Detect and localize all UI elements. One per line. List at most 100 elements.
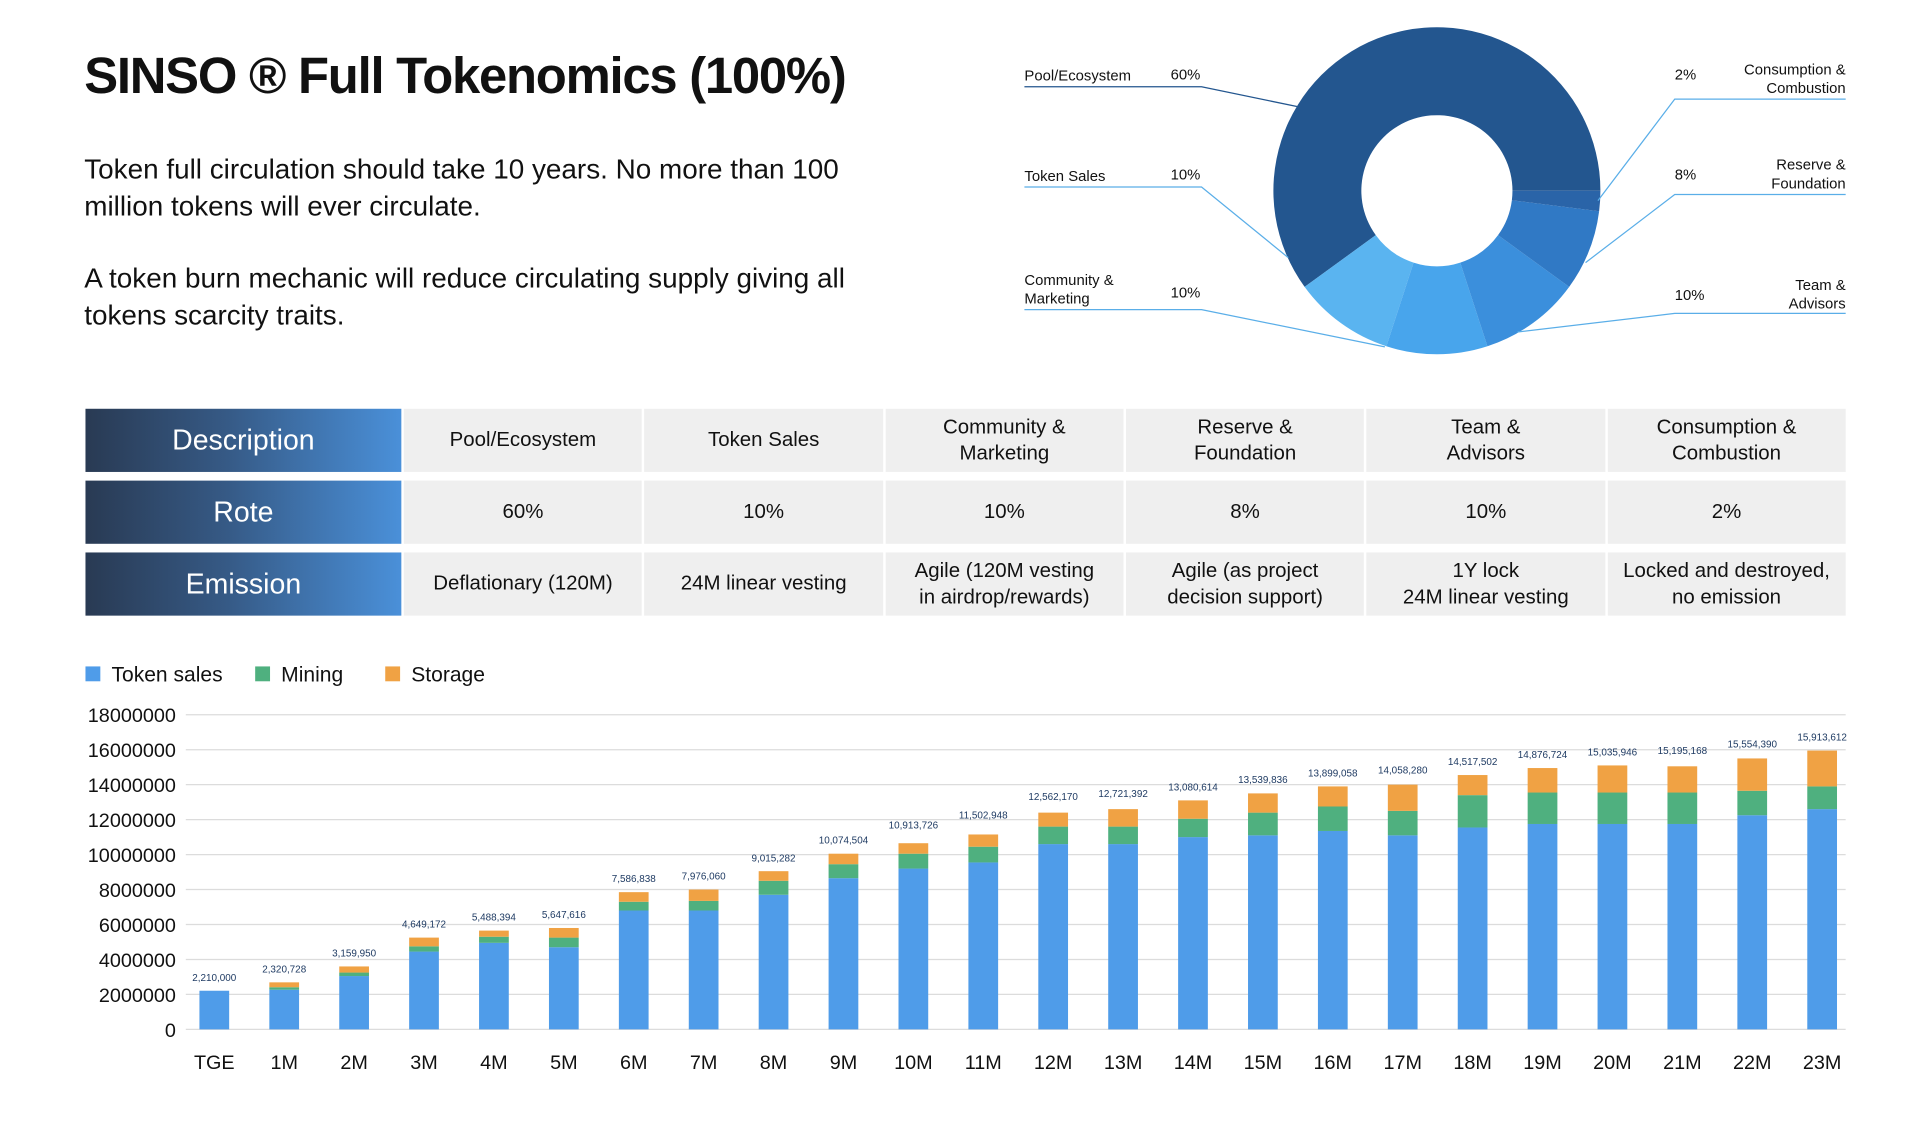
leader-line: [1517, 312, 1846, 333]
y-tick-label: 14000000: [88, 775, 176, 797]
slice-value-label: 10%: [1170, 283, 1201, 302]
leader-line: [1585, 193, 1846, 264]
total-label: 15,554,390: [1727, 740, 1777, 751]
bar-segment: [1807, 809, 1838, 1030]
total-label: 7,586,838: [612, 874, 657, 885]
bar-segment: [1317, 830, 1348, 1030]
bar-segment: [339, 966, 369, 973]
x-tick-label: 12M: [1034, 1052, 1073, 1074]
x-tick-label: 16M: [1314, 1052, 1353, 1074]
x-tick-label: 11M: [965, 1052, 1002, 1074]
donut-slice: [1304, 235, 1414, 347]
total-label: 3,159,950: [332, 949, 377, 960]
total-label: 11,502,948: [959, 810, 1008, 821]
table-row: Emission Deflationary (120M) 24M linear ve…: [85, 552, 1846, 616]
bar-segment: [1527, 768, 1558, 793]
bar-segment: [1457, 795, 1488, 828]
y-tick-label: 10000000: [88, 845, 176, 867]
bar-segment: [1667, 823, 1698, 1030]
bar-segment: [758, 894, 789, 1030]
total-label: 12,562,170: [1028, 792, 1078, 803]
total-label: 2,210,000: [192, 973, 237, 984]
row-header: Description: [85, 408, 402, 472]
leader-line: [1024, 186, 1289, 259]
table-row: Rote 60% 10% 10% 8% 10% 2%: [85, 480, 1846, 544]
total-label: 5,488,394: [472, 913, 517, 924]
bar-segment: [409, 946, 439, 952]
total-label: 14,058,280: [1378, 766, 1428, 777]
bar-segment: [1248, 835, 1278, 1030]
legend-label: Token sales: [111, 663, 222, 686]
x-tick-label: 7M: [690, 1052, 718, 1074]
total-label: 15,035,946: [1588, 748, 1638, 759]
x-tick-label: 19M: [1523, 1052, 1562, 1074]
table-cell: 24M linear vesting: [644, 552, 883, 616]
bar-segment: [688, 910, 719, 1030]
table-cell: Agile (120M vesting in airdrop/rewards): [885, 552, 1124, 616]
bar-segment: [968, 834, 999, 847]
bar-segment: [688, 889, 719, 901]
y-tick-label: 8000000: [99, 880, 176, 902]
donut-slice: [1386, 262, 1488, 355]
table-cell: 2%: [1607, 480, 1846, 544]
table-cell: 1Y lock 24M linear vesting: [1366, 552, 1605, 616]
paragraph: Token full circulation should take 10 ye…: [84, 153, 839, 222]
slice-value-label: 2%: [1674, 65, 1697, 83]
x-tick-label: 1M: [270, 1052, 298, 1074]
table-cell: Community & Marketing: [885, 408, 1124, 472]
legend-label: Mining: [281, 663, 343, 686]
bar-segment: [409, 951, 439, 1030]
bar-segment: [339, 976, 369, 1030]
slice-value-label: 10%: [1170, 165, 1201, 184]
x-tick-label: 4M: [480, 1052, 508, 1074]
total-label: 15,913,612: [1797, 733, 1847, 744]
bar-segment: [1108, 826, 1138, 845]
y-tick-label: 12000000: [88, 810, 176, 832]
bar-segment: [1248, 812, 1278, 836]
total-label: 7,976,060: [682, 872, 727, 883]
table-cell: Pool/Ecosystem: [403, 408, 643, 472]
y-tick-label: 6000000: [99, 915, 176, 937]
legend-swatch: [255, 666, 271, 682]
table-cell: 10%: [1366, 480, 1605, 544]
slice-label: Community & Marketing: [1024, 271, 1114, 308]
slice-value-label: 60%: [1170, 65, 1201, 83]
y-tick-label: 16000000: [88, 740, 176, 762]
bar-segment: [548, 927, 579, 938]
slice-value-label: 10%: [1674, 286, 1705, 304]
x-tick-label: 17M: [1383, 1052, 1422, 1074]
legend-swatch: [85, 666, 101, 682]
bar-segment: [1317, 806, 1348, 831]
leader-line: [1597, 98, 1846, 202]
bar-segment: [548, 937, 579, 948]
bar-segment: [1737, 815, 1768, 1030]
bar-segment: [898, 843, 929, 854]
table-cell: Token Sales: [644, 408, 883, 472]
y-tick-label: 2000000: [99, 985, 176, 1007]
bar-segment: [269, 982, 300, 988]
bar-segment: [1807, 786, 1838, 810]
bar-segment: [1387, 784, 1418, 811]
x-tick-label: 10M: [894, 1052, 933, 1074]
bar-segment: [199, 990, 230, 1030]
bar-segment: [618, 910, 649, 1030]
table-cell: Reserve & Foundation: [1125, 408, 1365, 472]
total-label: 13,899,058: [1308, 768, 1358, 779]
bar-segment: [1527, 792, 1558, 824]
x-tick-label: 14M: [1174, 1052, 1213, 1074]
row-header: Rote: [85, 480, 402, 544]
table-cell: Agile (as project decision support): [1125, 552, 1365, 616]
x-tick-label: 9M: [830, 1052, 858, 1074]
bar-segment: [1038, 844, 1069, 1030]
bar-segment: [1038, 812, 1069, 827]
y-tick-label: 18000000: [88, 705, 176, 727]
bar-segment: [1527, 823, 1558, 1030]
donut-slice: [1511, 190, 1601, 212]
total-label: 2,320,728: [262, 964, 307, 975]
bar-segment: [758, 871, 789, 881]
x-tick-label: 5M: [550, 1052, 578, 1074]
table-cell: 8%: [1125, 480, 1365, 544]
x-tick-label: 21M: [1663, 1052, 1702, 1074]
